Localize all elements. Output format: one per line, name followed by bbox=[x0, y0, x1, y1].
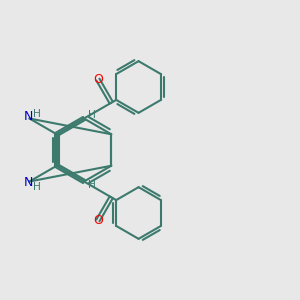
Text: H: H bbox=[33, 109, 41, 119]
Text: N: N bbox=[23, 110, 33, 124]
Text: O: O bbox=[93, 73, 103, 86]
Text: H: H bbox=[33, 182, 41, 193]
Text: O: O bbox=[93, 214, 103, 227]
Text: N: N bbox=[23, 176, 33, 190]
Text: H: H bbox=[88, 110, 95, 121]
Text: H: H bbox=[88, 179, 95, 190]
